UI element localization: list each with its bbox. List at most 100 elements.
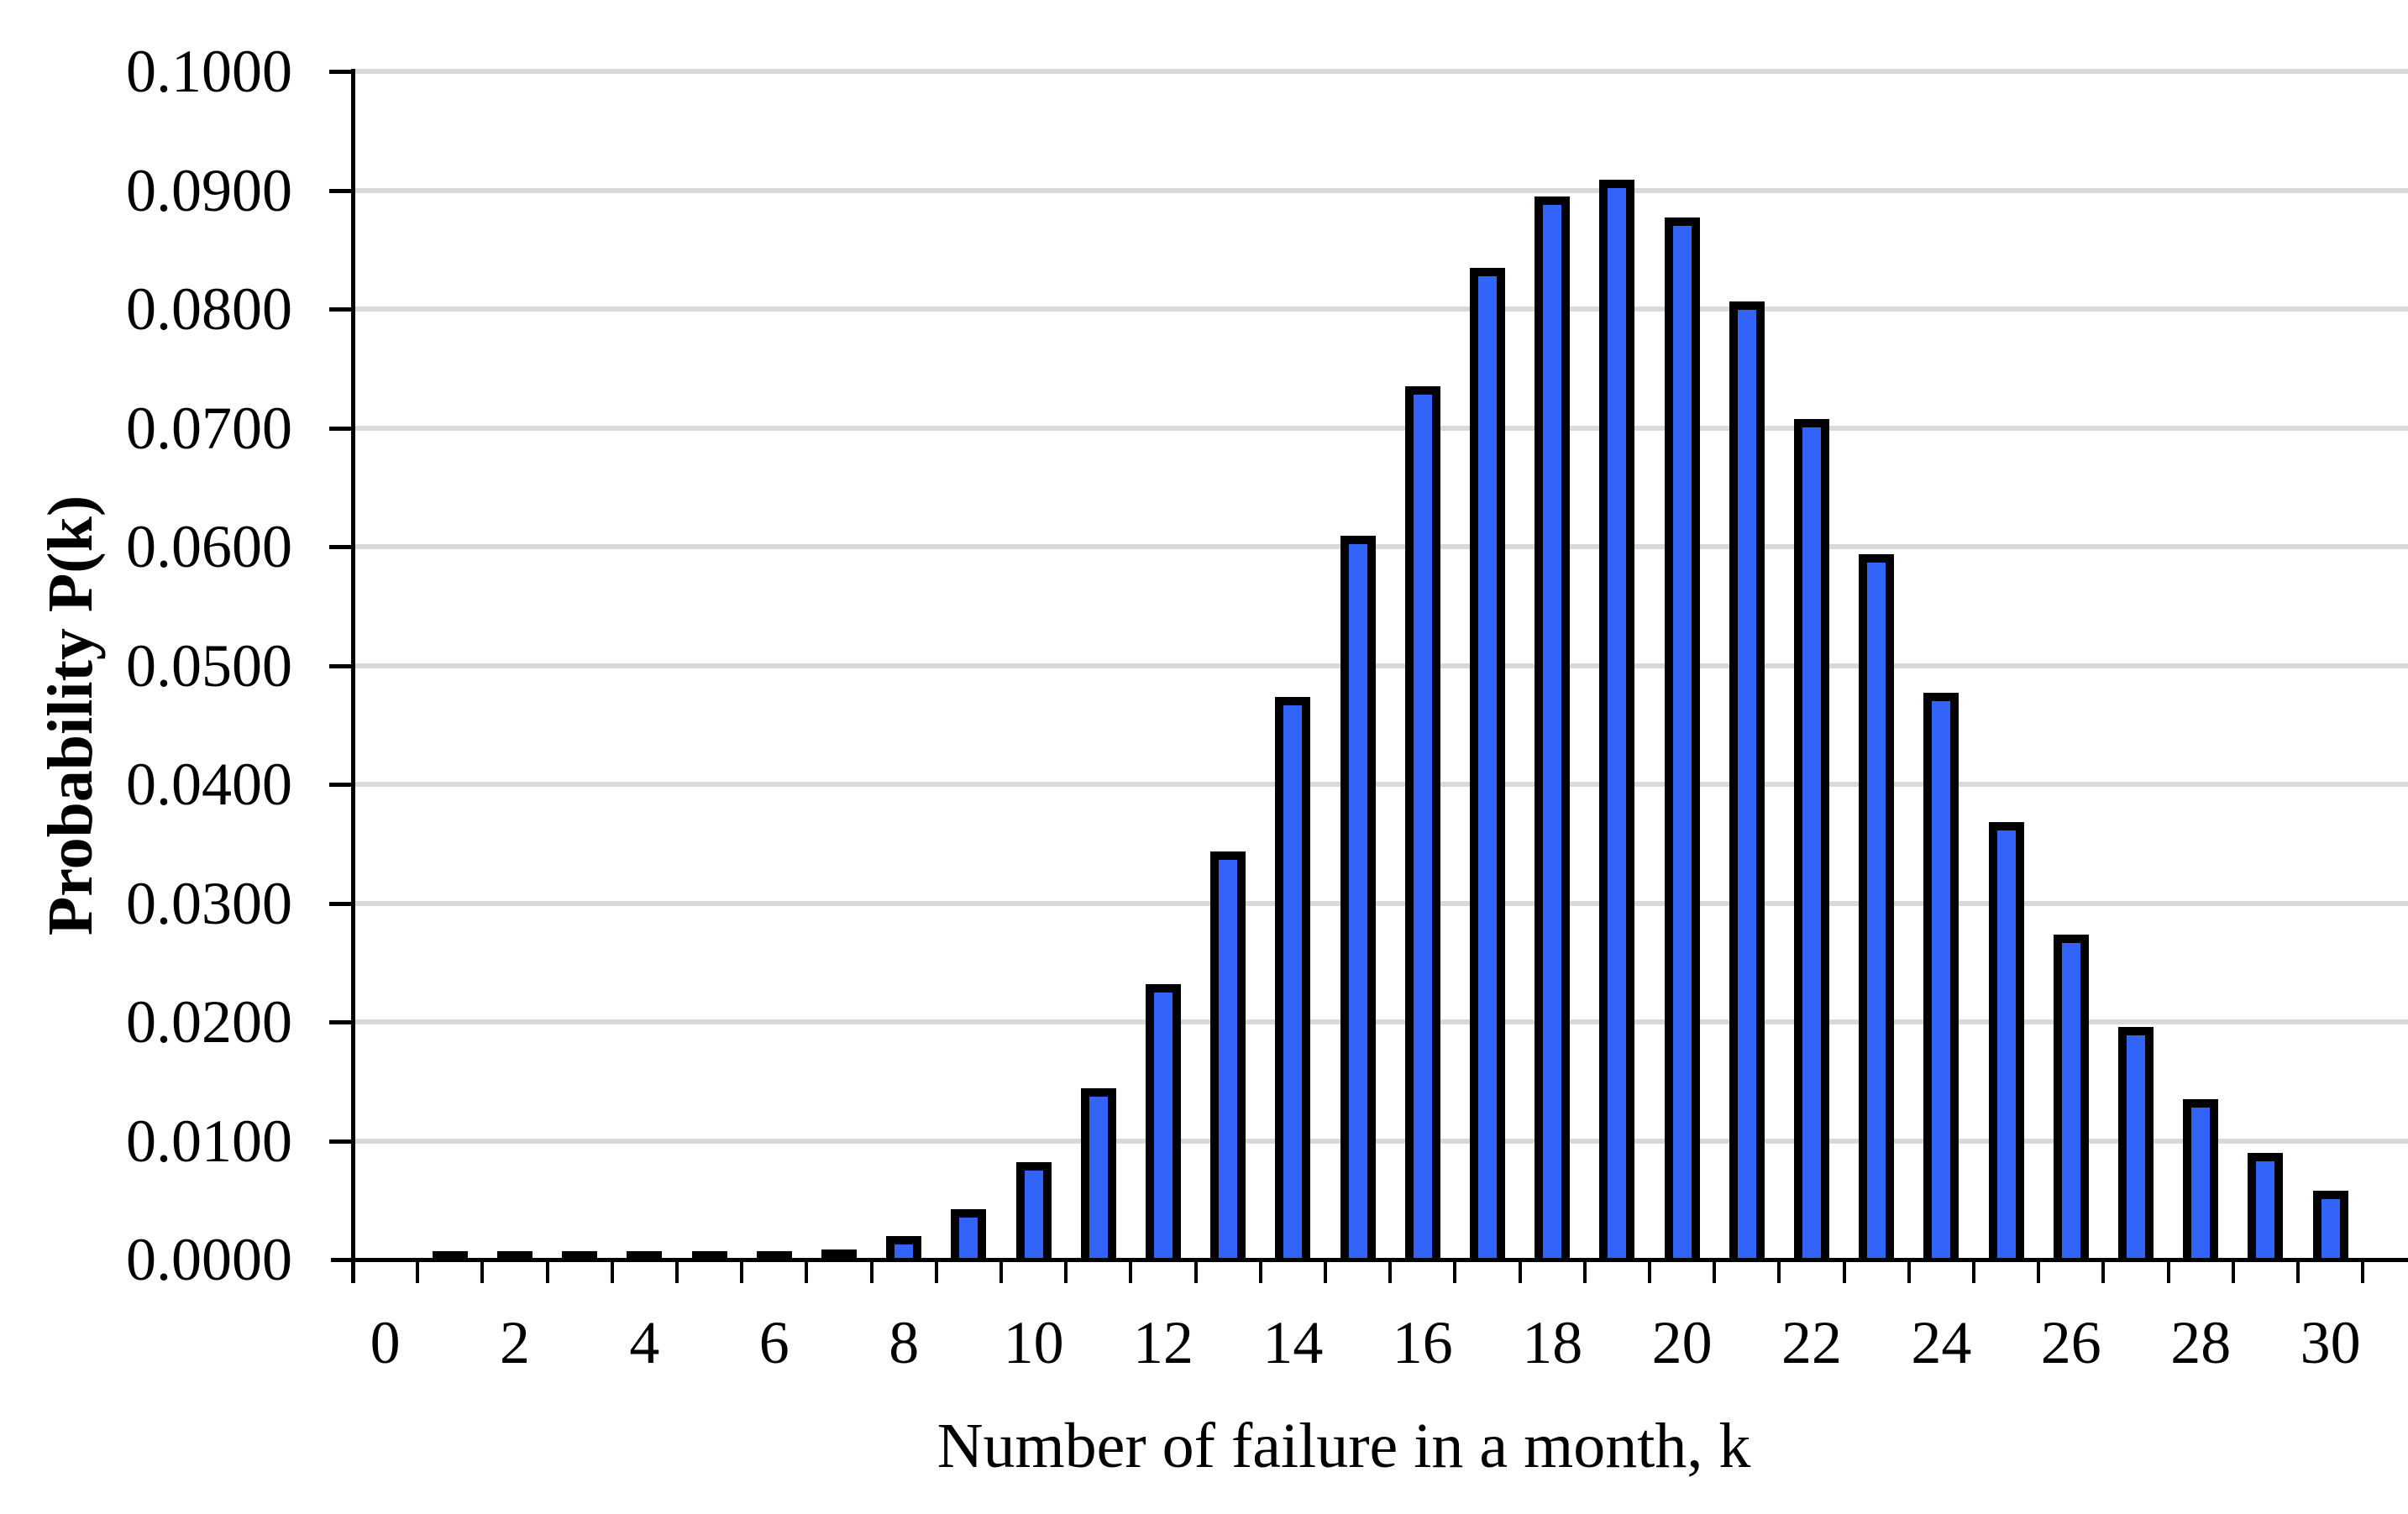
x-tick-mark [1907,1260,1911,1283]
y-tick-mark [329,188,353,193]
y-tick-label: 0.0800 [126,275,292,343]
x-tick-mark [1064,1260,1068,1283]
x-tick-mark [740,1260,744,1283]
y-tick-label: 0.1000 [126,38,292,105]
y-tick-label: 0.0400 [126,751,292,818]
x-tick-label: 0 [370,1309,401,1376]
bar [821,1249,857,1260]
x-tick-mark [1129,1260,1133,1283]
bar [1859,554,1895,1260]
bar [1470,268,1505,1260]
x-tick-label: 12 [1133,1309,1194,1376]
bar [1015,1162,1052,1260]
x-tick-label: 24 [1911,1309,1972,1376]
x-axis-line [331,1258,2408,1262]
y-gridline [353,900,2408,906]
x-tick-label: 6 [758,1309,790,1376]
bar [2053,935,2089,1260]
x-tick-mark [2101,1260,2106,1283]
x-tick-mark [480,1260,485,1283]
bar [1664,217,1700,1260]
bar [1210,851,1246,1260]
bar [951,1209,987,1260]
x-tick-label: 14 [1262,1309,1324,1376]
y-gridline [353,187,2408,193]
bar [691,1251,727,1260]
x-tick-mark [805,1260,809,1283]
y-gridline [353,306,2408,312]
bar [886,1236,922,1260]
x-tick-label: 30 [2300,1309,2361,1376]
x-tick-mark [2361,1260,2365,1283]
y-tick-mark [329,901,353,906]
x-tick-mark [545,1260,549,1283]
x-tick-label: 2 [500,1309,530,1376]
bar [1146,984,1181,1260]
x-tick-mark [675,1260,679,1283]
x-tick-mark [1648,1260,1651,1283]
x-tick-label: 18 [1522,1309,1583,1376]
bar [1729,301,1765,1260]
x-tick-mark [1972,1260,1975,1283]
bar [1923,693,1959,1260]
x-tick-mark [1388,1260,1393,1283]
y-tick-label: 0.0900 [126,156,292,224]
y-tick-label: 0.0100 [126,1107,292,1175]
bar [432,1251,468,1260]
x-tick-mark [610,1260,614,1283]
y-tick-label: 0.0500 [126,631,292,699]
y-tick-mark [329,70,353,74]
x-tick-mark [1194,1260,1198,1283]
y-gridline [353,1019,2408,1024]
bar [1794,419,1829,1260]
x-tick-mark [351,1260,354,1283]
x-tick-label: 20 [1651,1309,1713,1376]
bar [1275,697,1311,1260]
y-tick-label: 0.0700 [126,394,292,462]
y-gridline [353,663,2408,668]
x-tick-mark [999,1260,1003,1283]
bar [627,1251,663,1260]
bar [756,1251,792,1260]
y-axis-line [351,69,355,1283]
bar [1988,822,2024,1260]
bar [1404,386,1440,1260]
x-tick-label: 16 [1392,1309,1453,1376]
bar [2248,1153,2284,1260]
x-tick-label: 10 [1003,1309,1064,1376]
x-tick-mark [1518,1260,1522,1283]
x-tick-mark [1713,1260,1717,1283]
x-tick-mark [1582,1260,1587,1283]
x-tick-mark [416,1260,420,1283]
x-tick-label: 4 [629,1309,660,1376]
y-tick-label: 0.0200 [126,988,292,1056]
y-tick-label: 0.0000 [126,1226,292,1293]
x-axis-title: Number of failure in a month, k [936,1411,1751,1481]
x-tick-mark [934,1260,938,1283]
bar [497,1251,532,1260]
x-tick-mark [1453,1260,1457,1283]
y-gridline [353,425,2408,431]
y-tick-mark [329,426,353,431]
bar [562,1251,598,1260]
y-tick-mark [329,545,353,549]
y-tick-label: 0.0300 [126,869,292,937]
y-tick-mark [329,663,353,668]
bar [2118,1027,2154,1260]
y-gridline [353,544,2408,549]
x-tick-label: 8 [889,1309,920,1376]
y-tick-mark [329,1139,353,1144]
y-gridline [353,69,2408,74]
x-tick-mark [869,1260,873,1283]
x-tick-label: 22 [1781,1309,1842,1376]
bar [2312,1191,2348,1260]
y-gridline [353,782,2408,787]
y-tick-mark [329,783,353,787]
x-tick-mark [2231,1260,2235,1283]
x-tick-mark [2296,1260,2300,1283]
x-tick-mark [1258,1260,1262,1283]
y-gridline [353,1138,2408,1144]
y-tick-label: 0.0600 [126,513,292,580]
bar [1535,196,1571,1260]
